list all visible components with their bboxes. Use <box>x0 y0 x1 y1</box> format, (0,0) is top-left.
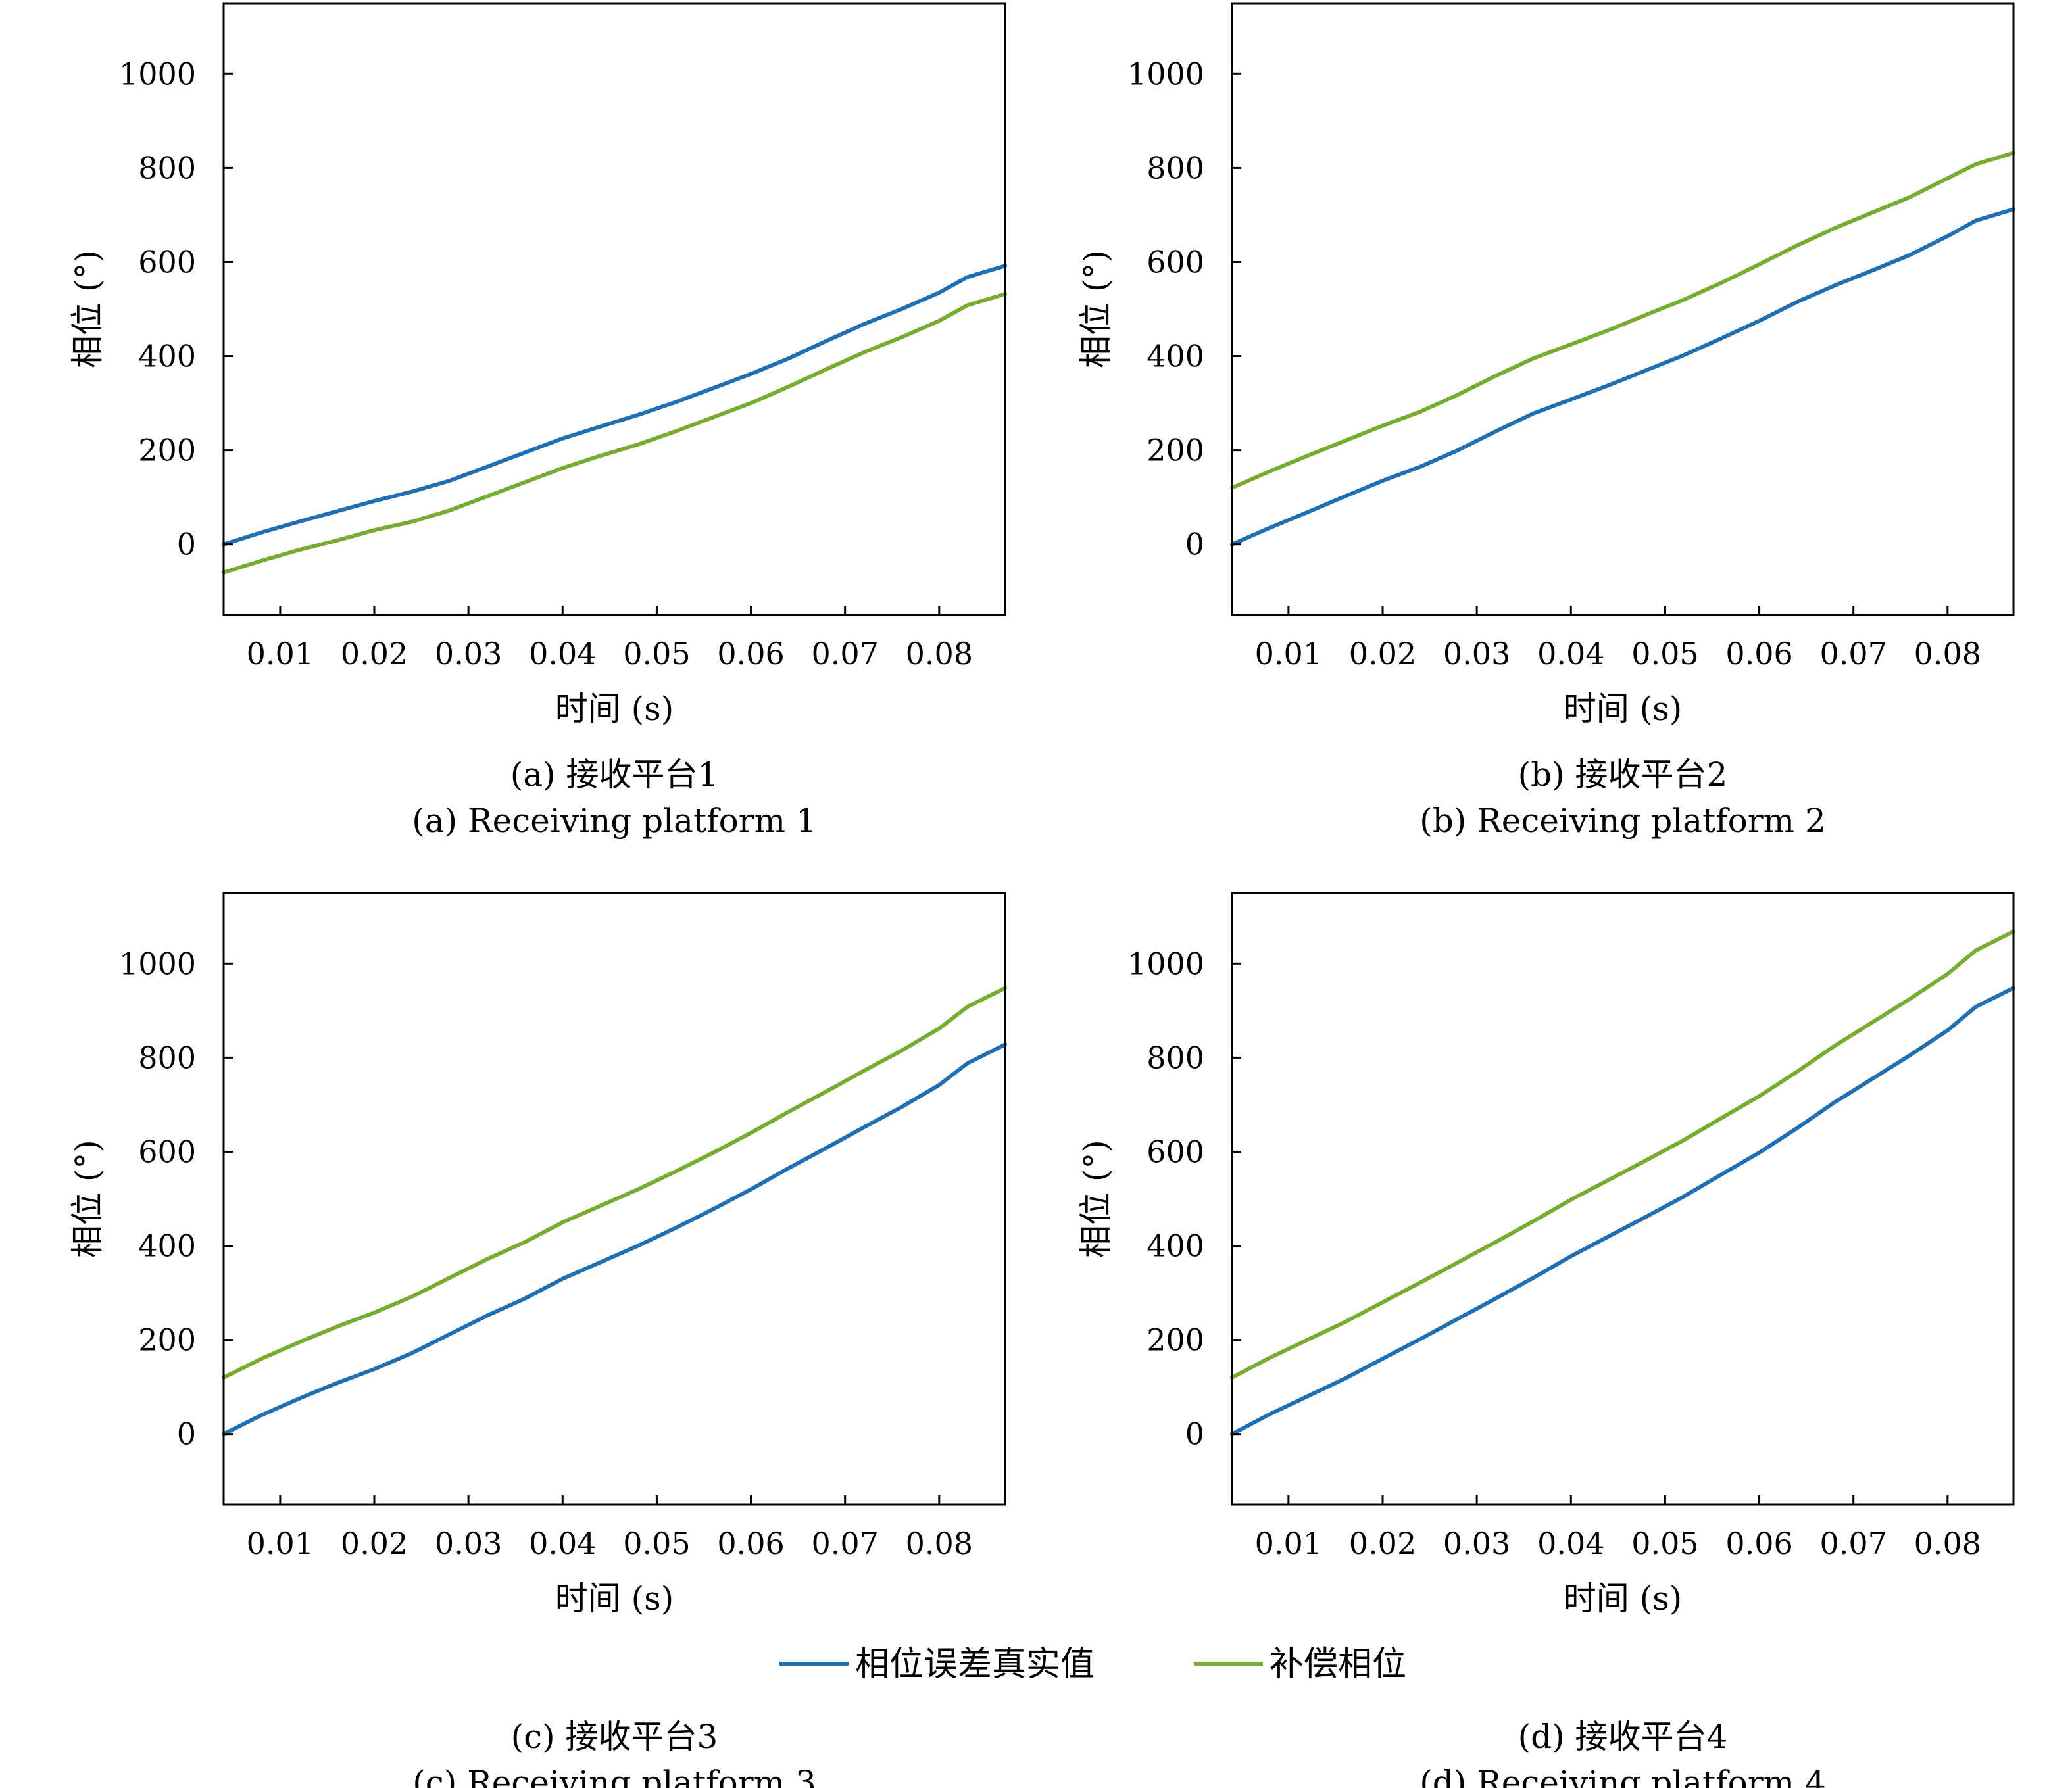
x-axis-label: 时间 (s) <box>555 690 674 728</box>
plot-frame-d <box>1231 892 2015 1506</box>
y-tick-label: 600 <box>138 1134 196 1169</box>
legend: 相位误差真实值 补偿相位 <box>779 1645 1406 1684</box>
x-tick-label: 0.06 <box>1725 1526 1792 1561</box>
x-tick-label: 0.07 <box>1819 1526 1887 1561</box>
y-tick-label: 200 <box>1147 433 1204 468</box>
caption-en-a: (a) Receiving platform 1 <box>412 802 816 840</box>
x-tick-label: 0.05 <box>623 1526 690 1561</box>
x-tick-label: 0.06 <box>717 636 784 671</box>
x-tick-label: 0.01 <box>1255 1526 1322 1561</box>
x-tick-label: 0.03 <box>435 636 502 671</box>
panel-d: 0.01 0.02 0.03 0.04 0.05 0.06 0.07 0.08 0 200 400 6… <box>1077 892 2015 1788</box>
y-tick-label: 800 <box>1147 1040 1204 1075</box>
x-tick-label: 0.03 <box>435 1526 502 1561</box>
x-tick-label: 0.07 <box>811 636 878 671</box>
x-tick-label: 0.08 <box>906 636 973 671</box>
legend-label-true-phase: 相位误差真实值 <box>855 1645 1095 1684</box>
plot-frame-b <box>1231 2 2015 616</box>
series-line-compensation-c <box>222 986 1007 1380</box>
y-tick-label: 1000 <box>1127 946 1204 981</box>
x-tick-label: 0.07 <box>1819 636 1887 671</box>
series-line-true-phase-b <box>1230 207 2015 546</box>
caption-en-c: (c) Receiving platform 3 <box>412 1764 816 1788</box>
y-tick-label: 1000 <box>119 56 196 91</box>
x-tick-label: 0.02 <box>341 1526 408 1561</box>
series-line-true-phase-a <box>222 264 1007 546</box>
y-tick-label: 400 <box>1147 1228 1204 1264</box>
y-axis-label: 相位 (°) <box>68 250 107 368</box>
y-axis-label: 相位 (°) <box>1077 1140 1115 1258</box>
panel-b: 0.01 0.02 0.03 0.04 0.05 0.06 0.07 0.08 0 200 400 6… <box>1077 2 2015 840</box>
series-line-compensation-d <box>1230 929 2015 1380</box>
y-tick-label: 800 <box>138 150 196 185</box>
series-line-true-phase-c <box>222 1042 1007 1436</box>
x-tick-label: 0.05 <box>623 636 690 671</box>
x-tick-label: 0.03 <box>1443 636 1510 671</box>
y-tick-label: 600 <box>1147 1134 1204 1169</box>
caption-en-b: (b) Receiving platform 2 <box>1419 802 1826 840</box>
y-tick-label: 200 <box>1147 1322 1204 1358</box>
y-tick-label: 0 <box>177 527 196 562</box>
legend-label-compensation: 补偿相位 <box>1270 1645 1406 1684</box>
caption-cn-c: (c) 接收平台3 <box>511 1718 718 1756</box>
y-tick-label: 400 <box>1147 339 1204 374</box>
x-tick-label: 0.06 <box>1725 636 1792 671</box>
plot-frame-c <box>222 892 1006 1506</box>
series-line-true-phase-d <box>1230 986 2015 1436</box>
x-tick-label: 0.04 <box>1537 1526 1604 1561</box>
x-axis-label: 时间 (s) <box>1564 690 1683 728</box>
y-axis-label: 相位 (°) <box>68 1140 107 1258</box>
x-tick-label: 0.08 <box>1914 636 1981 671</box>
x-tick-label: 0.02 <box>341 636 408 671</box>
y-tick-label: 200 <box>138 1322 196 1358</box>
y-tick-label: 600 <box>1147 244 1204 279</box>
x-tick-label: 0.02 <box>1349 636 1416 671</box>
caption-en-d: (d) Receiving platform 4 <box>1419 1764 1826 1788</box>
x-tick-label: 0.08 <box>1914 1526 1981 1561</box>
x-tick-label: 0.07 <box>811 1526 878 1561</box>
y-tick-label: 0 <box>1185 527 1204 562</box>
y-tick-label: 800 <box>138 1040 196 1075</box>
x-tick-label: 0.06 <box>717 1526 784 1561</box>
x-tick-label: 0.01 <box>247 636 314 671</box>
caption-cn-a: (a) 接收平台1 <box>510 756 719 794</box>
caption-cn-b: (b) 接收平台2 <box>1518 756 1728 794</box>
x-axis-label: 时间 (s) <box>1564 1580 1683 1618</box>
y-axis-label: 相位 (°) <box>1077 250 1115 368</box>
x-tick-label: 0.04 <box>529 636 596 671</box>
y-tick-label: 0 <box>177 1416 196 1452</box>
y-tick-label: 1000 <box>1127 56 1204 91</box>
y-tick-label: 0 <box>1185 1416 1204 1452</box>
caption-cn-d: (d) 接收平台4 <box>1518 1718 1728 1756</box>
y-tick-label: 200 <box>138 433 196 468</box>
x-tick-label: 0.08 <box>906 1526 973 1561</box>
y-tick-label: 400 <box>138 1228 196 1264</box>
x-axis-label: 时间 (s) <box>555 1580 674 1618</box>
y-tick-label: 400 <box>138 339 196 374</box>
y-tick-label: 600 <box>138 244 196 279</box>
y-tick-label: 1000 <box>119 946 196 981</box>
x-tick-label: 0.05 <box>1631 636 1698 671</box>
series-line-compensation-b <box>1230 151 2015 490</box>
x-tick-label: 0.04 <box>1537 636 1604 671</box>
panel-a: 0.01 0.02 0.03 0.04 0.05 0.06 0.07 0.08 0 200 400 6… <box>68 2 1007 840</box>
x-tick-label: 0.04 <box>529 1526 596 1561</box>
plot-frame-a <box>222 2 1006 616</box>
x-tick-label: 0.01 <box>247 1526 314 1561</box>
series-line-compensation-a <box>222 292 1007 575</box>
x-tick-label: 0.03 <box>1443 1526 1510 1561</box>
x-tick-label: 0.01 <box>1255 636 1322 671</box>
y-tick-label: 800 <box>1147 150 1204 185</box>
panel-c: 0.01 0.02 0.03 0.04 0.05 0.06 0.07 0.08 0 200 400 6… <box>68 892 1007 1788</box>
panels-group: 0.01 0.02 0.03 0.04 0.05 0.06 0.07 0.08 0 200 400 6… <box>68 2 2015 1788</box>
x-tick-label: 0.02 <box>1349 1526 1416 1561</box>
x-tick-label: 0.05 <box>1631 1526 1698 1561</box>
